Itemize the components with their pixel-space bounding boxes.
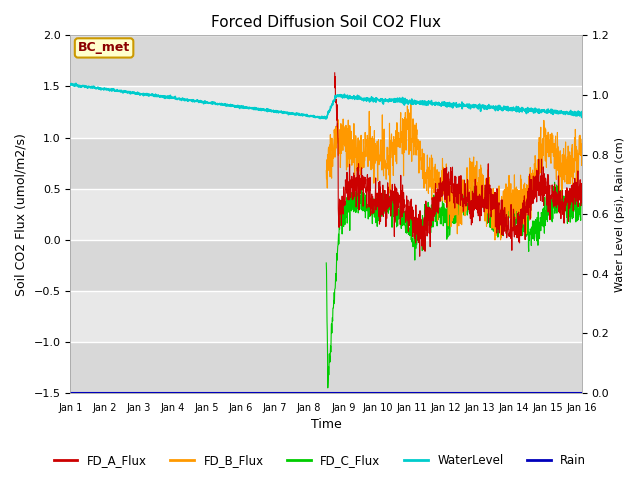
Legend: FD_A_Flux, FD_B_Flux, FD_C_Flux, WaterLevel, Rain: FD_A_Flux, FD_B_Flux, FD_C_Flux, WaterLe… xyxy=(49,449,591,472)
X-axis label: Time: Time xyxy=(311,419,342,432)
Bar xyxy=(70,342,582,393)
Y-axis label: Water Level (psi), Rain (cm): Water Level (psi), Rain (cm) xyxy=(615,137,625,292)
Text: BC_met: BC_met xyxy=(78,41,130,54)
Bar xyxy=(70,138,582,189)
Title: Forced Diffusion Soil CO2 Flux: Forced Diffusion Soil CO2 Flux xyxy=(211,15,441,30)
Y-axis label: Soil CO2 Flux (umol/m2/s): Soil CO2 Flux (umol/m2/s) xyxy=(15,133,28,296)
Bar xyxy=(70,189,582,240)
Bar xyxy=(70,36,582,86)
Bar xyxy=(70,86,582,138)
Bar xyxy=(70,291,582,342)
Bar xyxy=(70,240,582,291)
